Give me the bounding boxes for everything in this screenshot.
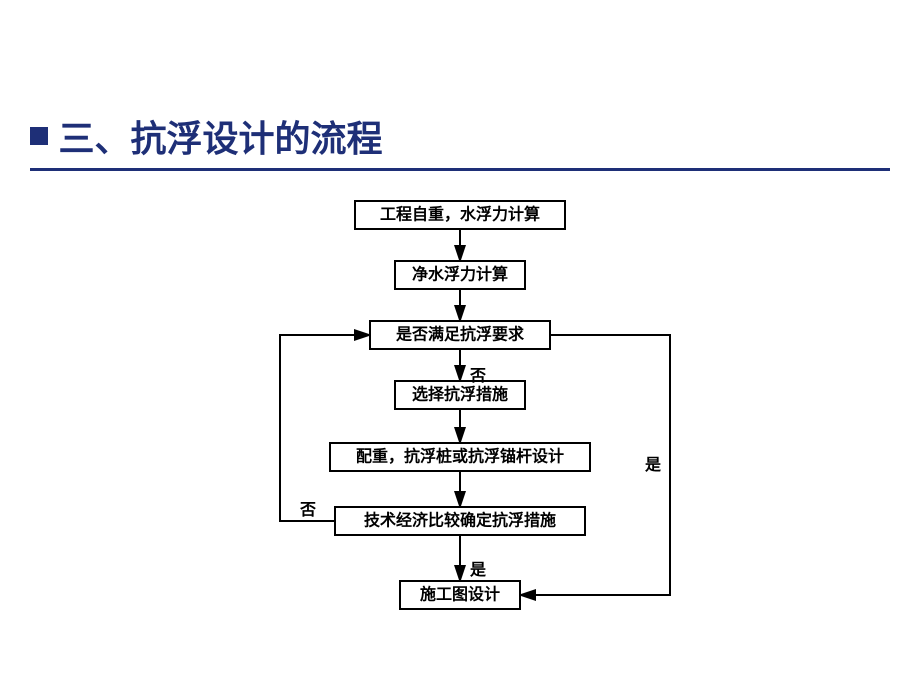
flow-node: 技术经济比较确定抗浮措施 [335,507,585,535]
flowchart-svg: 工程自重，水浮力计算净水浮力计算是否满足抗浮要求选择抗浮措施配重，抗浮桩或抗浮锚… [200,195,720,665]
title-block: 三、抗浮设计的流程 [30,110,382,162]
flow-node: 施工图设计 [400,581,520,609]
title-accent-square [30,127,48,145]
flow-node-label: 技术经济比较确定抗浮措施 [364,511,556,530]
flow-node: 是否满足抗浮要求 [370,321,550,349]
flow-node-label: 工程自重，水浮力计算 [380,205,540,224]
flow-node-label: 施工图设计 [420,585,500,604]
flow-node: 净水浮力计算 [395,261,525,289]
flow-node-label: 是否满足抗浮要求 [395,325,525,344]
flowchart-container: 工程自重，水浮力计算净水浮力计算是否满足抗浮要求选择抗浮措施配重，抗浮桩或抗浮锚… [200,195,720,665]
flow-node: 选择抗浮措施 [395,381,525,409]
flow-edge-label: 是 [469,561,486,579]
flow-node-label: 净水浮力计算 [412,265,508,284]
flow-node: 配重，抗浮桩或抗浮锚杆设计 [330,443,590,471]
slide-title: 三、抗浮设计的流程 [58,118,382,159]
title-underline [30,168,890,171]
flow-node: 工程自重，水浮力计算 [355,201,565,229]
flow-edge [280,335,370,521]
flow-node-label: 选择抗浮措施 [412,385,508,404]
flow-edge-label: 否 [299,501,316,519]
flow-edge-label: 否 [469,367,486,385]
flow-edge-label: 是 [644,456,661,474]
flow-node-label: 配重，抗浮桩或抗浮锚杆设计 [356,447,564,466]
